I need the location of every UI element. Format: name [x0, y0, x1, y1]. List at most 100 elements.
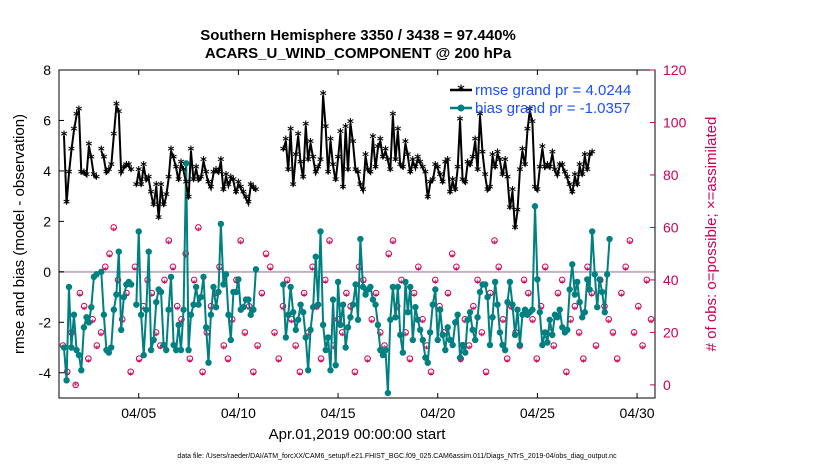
bias-point: [606, 235, 613, 243]
bias-point: [317, 228, 324, 235]
obs-possible-marker: [563, 368, 570, 376]
obs-possible-marker: [533, 355, 541, 362]
obs-assimilated-marker: *: [454, 265, 459, 276]
rmse-point: *: [404, 150, 411, 165]
x-tick-label: 04/20: [420, 405, 455, 421]
y-tick-label: -4: [39, 365, 52, 381]
rmse-point: *: [384, 155, 391, 170]
bias-point: [379, 351, 387, 359]
bias-point: [202, 324, 210, 331]
obs-possible-marker: [101, 263, 109, 271]
bias-point: [556, 306, 563, 313]
bias-point: [392, 314, 399, 321]
bias-point: [322, 346, 329, 354]
obs-assimilated-marker: *: [99, 331, 104, 342]
rmse-point: *: [183, 178, 190, 193]
bias-point: [466, 309, 474, 316]
rmse-point: *: [489, 150, 496, 165]
bias-point: [220, 281, 227, 288]
rmse-point: *: [382, 145, 389, 160]
bias-point: [285, 311, 292, 318]
obs-possible-marker: [93, 342, 101, 349]
obs-possible-marker: [250, 368, 257, 376]
rmse-point: *: [504, 172, 511, 187]
bias-point: [349, 301, 357, 308]
obs-assimilated-marker: *: [314, 305, 319, 316]
y-tick-label: -2: [39, 314, 52, 330]
bias-point: [329, 296, 337, 303]
rmse-point: *: [200, 155, 207, 170]
y2-tick-label: 100: [663, 114, 687, 130]
bias-point: [486, 341, 494, 349]
obs-possible-marker: [292, 342, 299, 349]
bias-point: [452, 319, 459, 326]
bias-point: [589, 228, 596, 235]
rmse-point: *: [330, 160, 337, 175]
obs-assimilated-marker: *: [484, 370, 489, 381]
bias-point: [511, 331, 519, 339]
obs-possible-marker: [76, 289, 84, 297]
rmse-line: [62, 109, 98, 204]
obs-possible-marker: [127, 368, 134, 376]
bias-point: [80, 324, 88, 331]
x-tick-label: 04/25: [520, 405, 555, 421]
bias-point: [135, 228, 142, 235]
bias-point: [217, 220, 225, 228]
bias-point: [170, 341, 177, 349]
bias-point: [581, 309, 589, 316]
rmse-point: *: [399, 162, 406, 177]
rmse-point: *: [589, 147, 596, 162]
bias-point: [339, 301, 347, 308]
bias-point: [222, 271, 230, 278]
rmse-point: *: [482, 170, 489, 185]
obs-possible-marker: [537, 302, 545, 310]
rmse-point: *: [462, 178, 469, 193]
x-axis: 04/05 04/10 04/15 04/20 04/25 04/30: [121, 70, 655, 421]
bias-point: [529, 306, 536, 313]
bias-point: [601, 309, 608, 316]
data-file-footer: data file: /Users/raeder/DAI/ATM_forcXX/…: [177, 453, 617, 460]
rmse-point: *: [375, 142, 382, 157]
rmse-point: *: [365, 165, 372, 180]
rmse-point: *: [213, 165, 220, 180]
bias-point: [476, 288, 484, 296]
obs-possible-marker: [326, 237, 333, 244]
obs-possible-marker: [478, 329, 486, 336]
obs-possible-marker: [106, 250, 113, 257]
rmse-point: *: [459, 175, 466, 190]
obs-possible-marker: [427, 368, 435, 376]
rmse-point: *: [449, 175, 456, 190]
obs-possible-marker: [165, 237, 173, 244]
rmse-point: *: [312, 167, 319, 182]
obs-possible-marker: [525, 289, 532, 297]
rmse-point: *: [342, 122, 349, 137]
bias-point: [167, 273, 175, 281]
bias-point: [426, 329, 434, 336]
obs-possible-marker: [178, 315, 185, 323]
bias-point: [75, 351, 83, 359]
rmse-point: *: [584, 165, 591, 180]
obs-assimilated-marker: *: [132, 265, 137, 276]
obs-assimilated-marker: *: [572, 305, 577, 316]
obs-possible-marker: [317, 355, 325, 362]
y-tick-label: 4: [43, 163, 51, 179]
bias-point: [197, 293, 205, 301]
bias-point: [402, 278, 409, 286]
bias-point: [150, 336, 157, 344]
bias-point: [442, 346, 449, 354]
obs-assimilated-marker: *: [606, 318, 611, 329]
obs-possible-marker: [618, 289, 625, 297]
rmse-point: *: [243, 193, 250, 208]
rmse-point: *: [78, 167, 85, 182]
rmse-point: *: [544, 160, 551, 175]
bias-point: [327, 367, 334, 374]
obs-assimilated-marker: *: [399, 279, 404, 290]
chart-title: Southern Hemisphere 3350 / 3438 = 97.440…: [200, 27, 516, 44]
bias-point: [564, 326, 571, 334]
y-tick-label: 2: [43, 213, 51, 229]
rmse-point: *: [205, 178, 212, 193]
plot-frame: [58, 69, 656, 399]
bias-point: [596, 276, 603, 283]
bias-point: [541, 329, 549, 336]
obs-possible-marker: [541, 263, 549, 271]
